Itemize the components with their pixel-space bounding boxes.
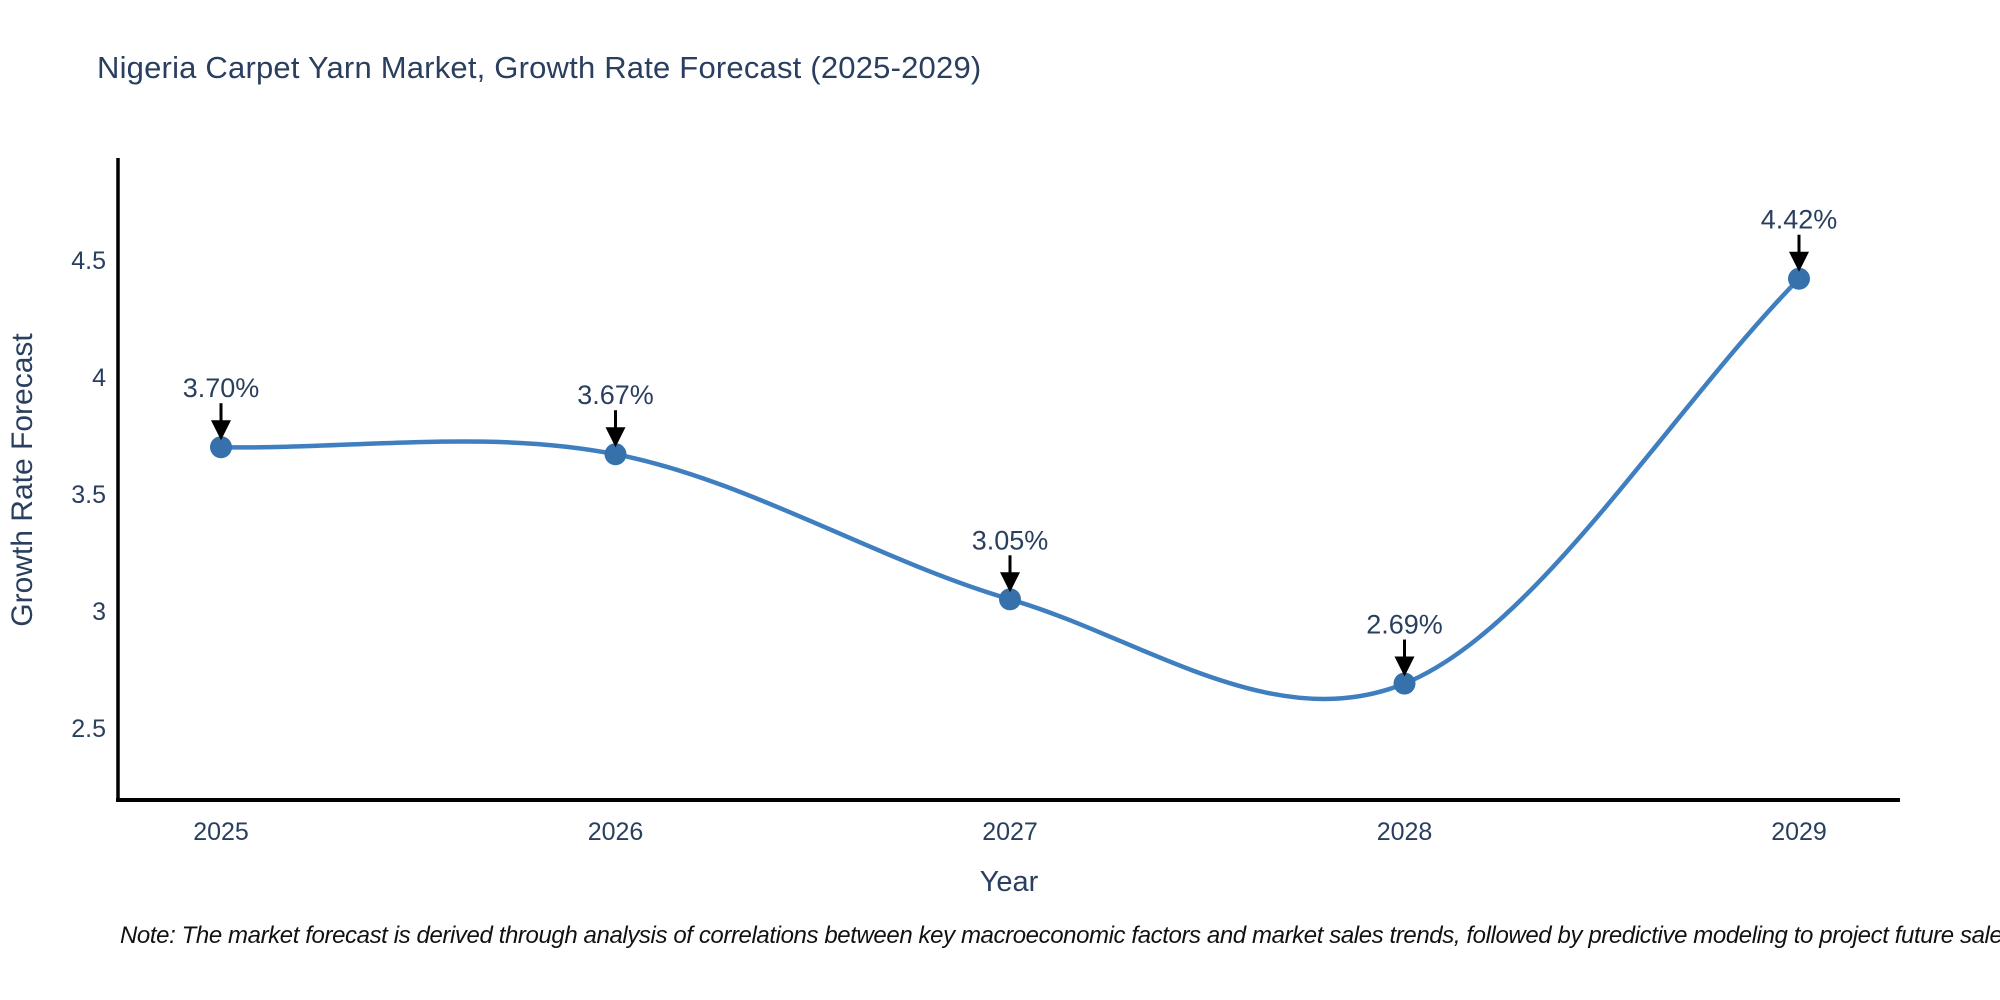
annotations: 3.70% 3.67% 3.05% 2.69% 4.42%: [183, 205, 1838, 677]
data-point-2025[interactable]: [210, 436, 232, 459]
y-tick-label: 3.5: [71, 481, 106, 509]
data-point-2026[interactable]: [604, 443, 627, 466]
data-point-2027[interactable]: [999, 588, 1021, 611]
annotation-arrowhead: [1394, 656, 1415, 677]
annotation-label: 3.05%: [972, 525, 1049, 555]
annotation-arrowhead: [1000, 572, 1020, 593]
y-axis-title: Growth Rate Forecast: [6, 333, 39, 627]
annotation-arrowhead: [1789, 251, 1809, 272]
x-axis-title: Year: [980, 866, 1039, 898]
y-tick-label: 3: [92, 598, 106, 626]
x-tick-label: 2027: [982, 818, 1038, 846]
annotation-arrowhead: [211, 420, 231, 441]
annotation-label: 3.70%: [183, 373, 260, 403]
x-tick-label: 2028: [1377, 818, 1433, 846]
x-tick-label: 2026: [588, 818, 644, 846]
annotation-label: 2.69%: [1366, 610, 1443, 640]
annotation-label: 4.42%: [1761, 205, 1838, 235]
annotation-label: 3.67%: [577, 380, 654, 410]
annotation-arrowhead: [605, 427, 626, 448]
x-tick-label: 2025: [193, 818, 249, 846]
y-axis-tick-labels: 4.5 4 3.5 3 2.5: [71, 247, 106, 743]
trace-line: [218, 276, 1802, 702]
footnote: Note: The market forecast is derived thr…: [120, 922, 2000, 949]
x-axis-tick-labels: 2025 2026 2027 2028 2029: [193, 818, 1827, 846]
y-tick-label: 4.5: [71, 247, 106, 275]
data-point-2029[interactable]: [1788, 267, 1810, 290]
y-tick-label: 4: [92, 364, 106, 392]
data-points: [210, 267, 1810, 695]
x-tick-label: 2029: [1771, 818, 1827, 846]
chart-title: Nigeria Carpet Yarn Market, Growth Rate …: [97, 50, 982, 85]
y-tick-label: 2.5: [71, 715, 106, 743]
data-point-2028[interactable]: [1393, 672, 1416, 695]
